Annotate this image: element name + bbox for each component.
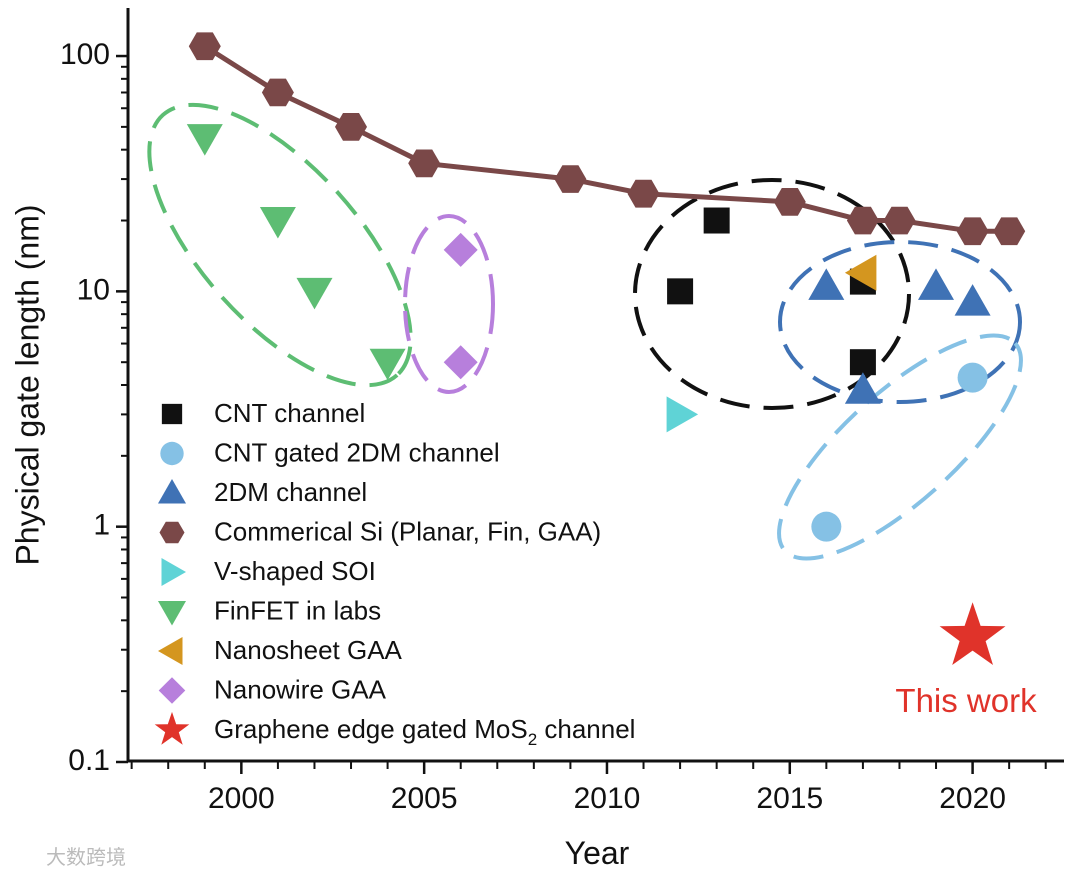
finfet-in-labs-point	[186, 124, 223, 156]
cnt-channel-point	[849, 349, 876, 376]
commerical-si-planar-fin-gaa-point	[883, 206, 916, 235]
2dm-channel-point	[844, 372, 881, 404]
2dm-group-ellipse	[778, 240, 1022, 404]
legend-marker-nanosheet-gaa	[158, 637, 183, 665]
v-shaped-soi-point	[666, 396, 699, 433]
x-tick-label: 2020	[939, 782, 1006, 815]
group-ellipses	[147, 102, 1023, 561]
y-tick-label: 100	[60, 38, 110, 71]
legend-label: V-shaped SOI	[214, 556, 376, 586]
legend-marker-graphene-edge-gated-mos	[154, 711, 190, 745]
legend-marker-commerical-si-planar-fin-gaa	[159, 521, 185, 544]
legend: CNT channel CNT gated 2DM channel 2DM chan…	[154, 398, 635, 749]
commerical-si-planar-fin-gaa-point	[993, 217, 1026, 246]
legend-marker-nanowire-gaa	[158, 677, 186, 704]
finfet-in-labs-point	[259, 207, 296, 239]
x-ticks: 2000 2005 2010 2015 2020	[130, 762, 1047, 815]
commercial-si-line	[203, 44, 1010, 234]
x-axis-title: Year	[565, 835, 630, 871]
legend-marker-cnt-gated-2dm-channel	[160, 441, 184, 466]
x-tick-label: 2005	[391, 782, 458, 815]
2dm-channel-point	[954, 284, 991, 316]
commerical-si-planar-fin-gaa-point	[408, 149, 441, 178]
y-ticks: 0.1 1 10 100	[60, 38, 128, 777]
finfet-in-labs-point	[296, 277, 333, 310]
cnt-channel-point	[703, 207, 730, 234]
commerical-si-planar-fin-gaa-point	[554, 165, 587, 193]
nanowire-gaa-point	[443, 232, 478, 267]
finfet-in-labs-point	[369, 348, 406, 381]
legend-label: CNT gated 2DM channel	[214, 437, 500, 467]
legend-marker-cnt-channel	[161, 403, 183, 425]
commerical-si-planar-fin-gaa-point	[335, 113, 367, 141]
y-axis-title: Physical gate length (nm)	[9, 204, 45, 565]
cnt-gated-2dm-channel-point	[957, 362, 988, 393]
commerical-si-planar-fin-gaa-point	[627, 179, 660, 208]
commerical-si-planar-fin-gaa-point	[773, 188, 806, 216]
legend-label: Commerical Si (Planar, Fin, GAA)	[214, 516, 601, 546]
2dm-channel-point	[808, 268, 845, 300]
nanowire-group-ellipse	[403, 214, 495, 394]
y-tick-label: 10	[77, 273, 110, 306]
legend-label: Nanosheet GAA	[214, 635, 403, 665]
legend-label: Nanowire GAA	[214, 674, 387, 704]
legend-label: 2DM channel	[214, 477, 367, 507]
this-work-annotation: This work	[895, 682, 1037, 719]
legend-marker-2dm-channel	[158, 479, 186, 504]
legend-label: CNT channel	[214, 398, 365, 428]
x-tick-label: 2010	[574, 782, 641, 815]
2dm-channel-point	[918, 268, 954, 300]
commercial-si-trend-line	[203, 44, 1010, 234]
cnt-gated-2dm-channel-point	[811, 511, 842, 542]
legend-marker-finfet-in-labs	[158, 601, 186, 626]
x-tick-label: 2000	[208, 782, 275, 815]
legend-label: Graphene edge gated MoS2 channel	[214, 714, 635, 749]
watermark: 大数跨境	[46, 846, 126, 869]
legend-marker-v-shaped-soi	[161, 558, 186, 586]
y-tick-label: 0.1	[68, 744, 110, 777]
cnt-gated-2dm-group-ellipse	[777, 333, 1023, 561]
x-tick-label: 2015	[756, 782, 823, 815]
commerical-si-planar-fin-gaa-point	[846, 206, 879, 235]
nanowire-gaa-point	[443, 345, 478, 380]
finfet-group-ellipse	[147, 102, 413, 388]
nanosheet-gaa-point	[844, 254, 877, 291]
graphene-edge-gated-mos-point	[939, 602, 1006, 665]
y-tick-label: 1	[93, 509, 110, 542]
cnt-channel-point	[667, 278, 694, 305]
commerical-si-planar-fin-gaa-point	[956, 217, 989, 246]
cnt-group-ellipse	[633, 178, 911, 410]
legend-label: FinFET in labs	[214, 595, 381, 625]
data-markers	[186, 32, 1026, 665]
commerical-si-planar-fin-gaa-point	[261, 78, 294, 107]
commerical-si-planar-fin-gaa-point	[188, 32, 221, 61]
